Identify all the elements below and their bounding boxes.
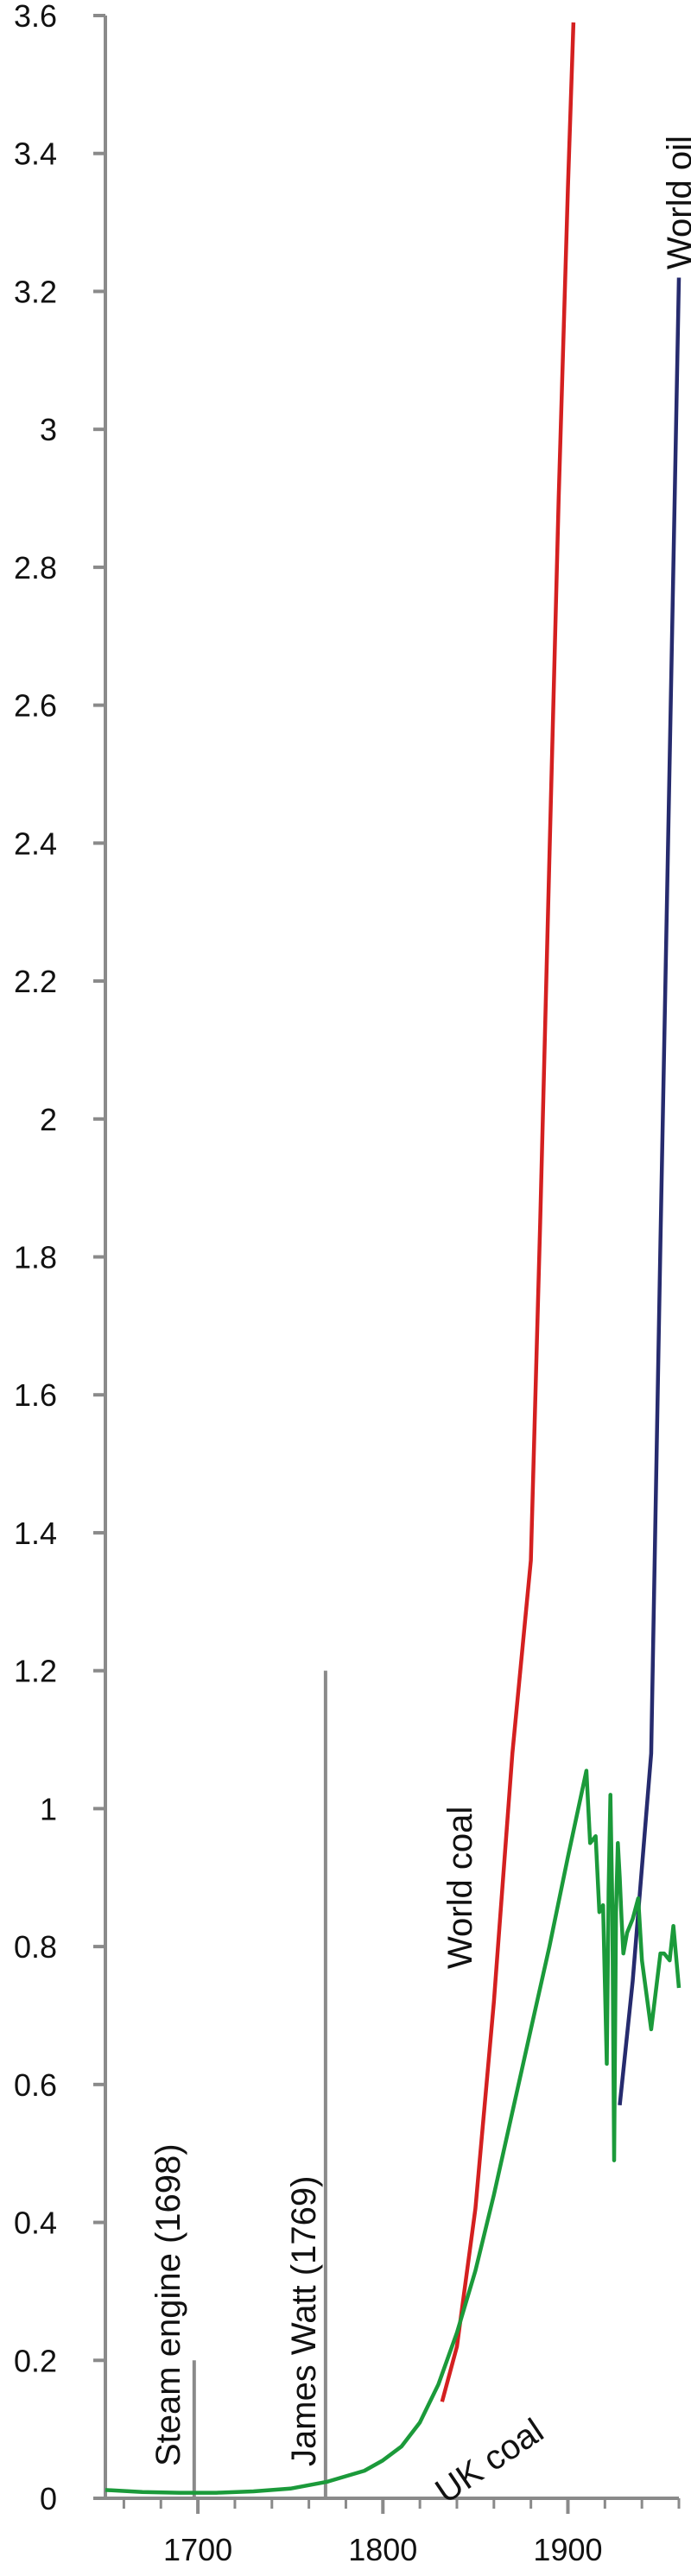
- y-tick-label: 1: [40, 1791, 57, 1826]
- y-tick-label: 2.8: [14, 550, 57, 585]
- y-tick-label: 2.2: [14, 964, 57, 999]
- x-tick-label: 1700: [163, 2532, 232, 2567]
- y-tick-label: 0.8: [14, 1929, 57, 1965]
- labels: Steam engine (1698) James Watt (1769) Wo…: [149, 136, 691, 2510]
- x-tick-label: 1900: [533, 2532, 602, 2567]
- world-coal-series-line: [440, 22, 576, 2402]
- y-tick-label: 3.2: [14, 274, 57, 309]
- world-oil-label: World oil: [661, 136, 691, 269]
- reference-lines: [192, 1670, 327, 2498]
- y-tick-label: 3.4: [14, 136, 57, 172]
- y-tick-label: 0: [40, 2481, 57, 2516]
- y-tick-label: 3.6: [14, 0, 57, 34]
- uk-coal-label: UK coal: [428, 2412, 550, 2511]
- y-tick-label: 1.4: [14, 1516, 57, 1551]
- y-tick-label: 2.6: [14, 688, 57, 724]
- y-tick-label: 0.2: [14, 2343, 57, 2378]
- series-lines: [105, 22, 681, 2495]
- y-tick-label: 3: [40, 412, 57, 447]
- world-oil-series-line: [618, 277, 681, 2106]
- y-tick-label: 1.6: [14, 1377, 57, 1413]
- james-watt-annotation: James Watt (1769): [285, 2176, 323, 2466]
- world-coal-label: World coal: [441, 1807, 479, 1969]
- y-tick-label: 1.8: [14, 1240, 57, 1275]
- y-tick-label: 1.2: [14, 1654, 57, 1689]
- steam-engine-annotation: Steam engine (1698): [149, 2143, 187, 2466]
- y-tick-label: 0.6: [14, 2067, 57, 2103]
- y-tick-label: 2: [40, 1102, 57, 1137]
- uk-coal-series-line: [105, 1769, 681, 2495]
- y-tick-label: 0.4: [14, 2206, 57, 2241]
- axes: 0 0.2 0.4 0.6 0.8 1 1.2 1.4 1.6 1.8 2 2.2 2.4 2.6 2.8 3…: [14, 0, 681, 2567]
- y-tick-label: 2.4: [14, 826, 57, 861]
- x-tick-label: 1800: [348, 2532, 417, 2567]
